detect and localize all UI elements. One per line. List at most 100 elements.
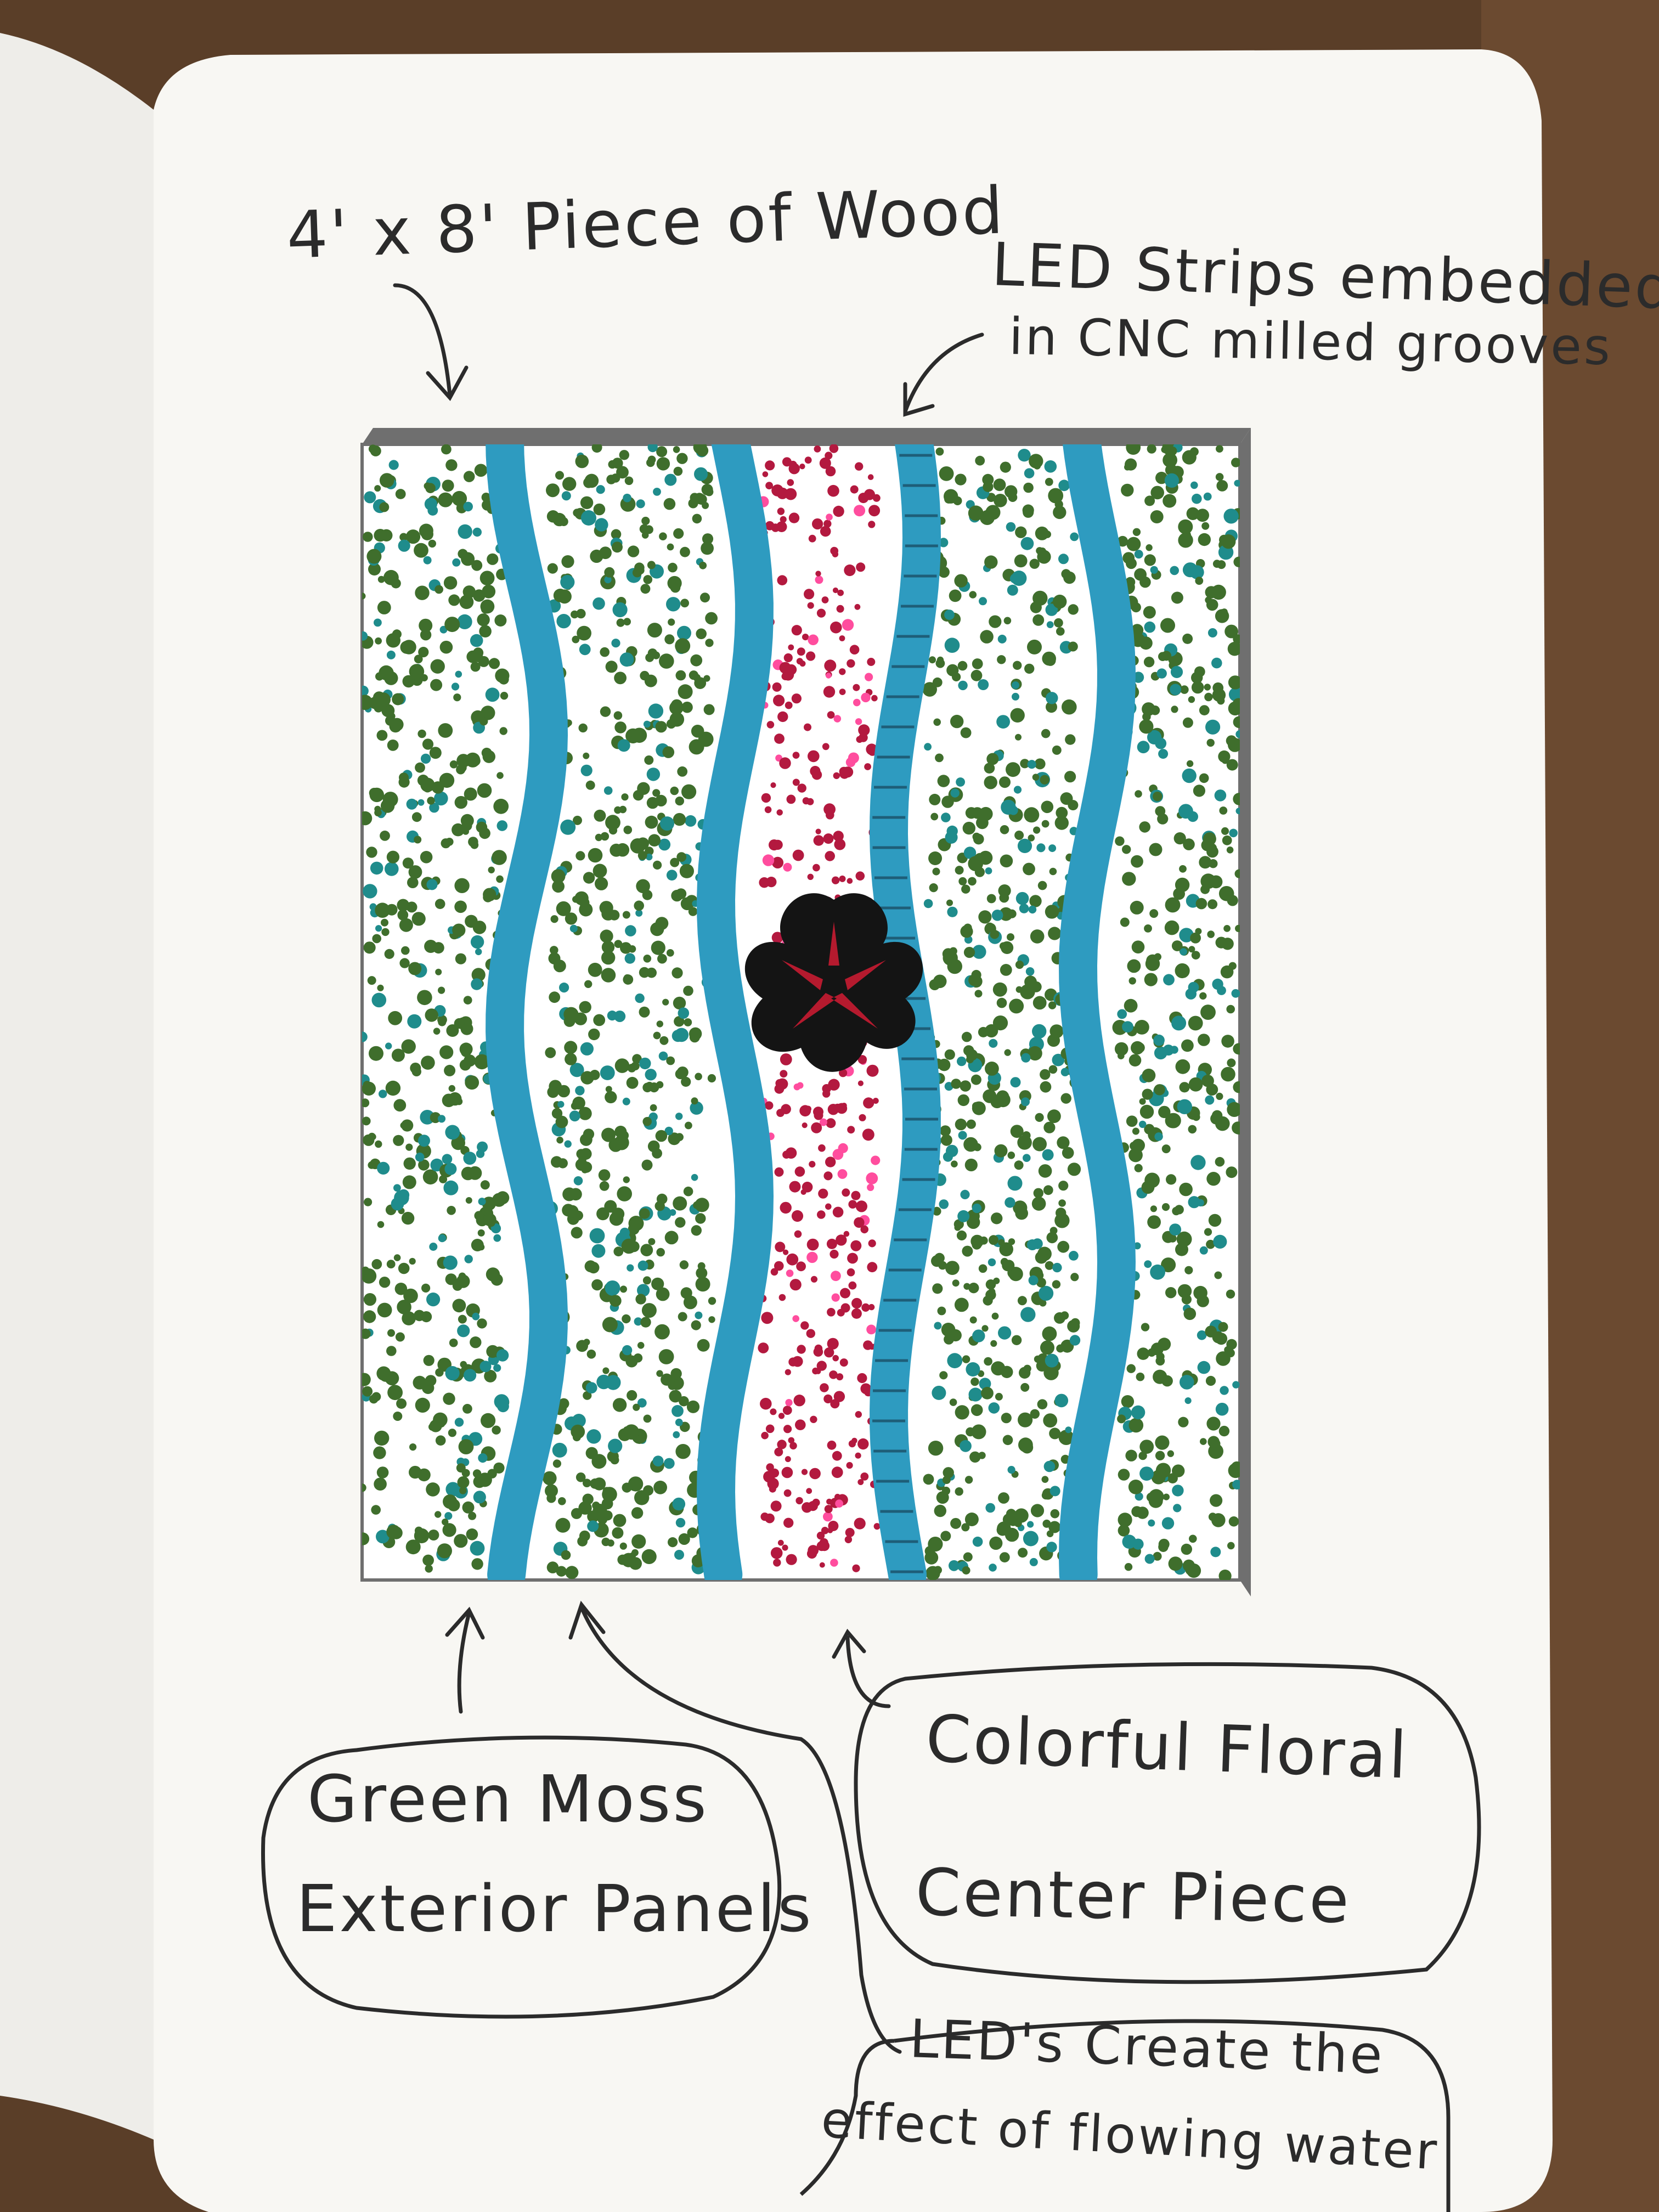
texture-dot: [553, 960, 566, 973]
texture-dot: [445, 838, 454, 846]
water-channel: [1058, 444, 1136, 1580]
texture-dot: [453, 693, 461, 702]
texture-dot: [592, 1504, 607, 1519]
texture-dot: [1048, 844, 1057, 853]
texture-dot: [826, 514, 833, 521]
texture-dot: [780, 1070, 788, 1078]
texture-dot: [827, 1338, 839, 1350]
texture-dot: [1142, 1088, 1153, 1100]
texture-dot: [676, 852, 687, 862]
texture-dot: [805, 590, 811, 596]
texture-dot: [677, 766, 688, 777]
texture-dot: [421, 1056, 435, 1070]
texture-dot: [819, 1541, 830, 1551]
texture-dot: [495, 668, 510, 683]
texture-dot: [1039, 1299, 1047, 1307]
texture-dot: [1223, 509, 1239, 524]
texture-dot: [1139, 576, 1151, 588]
texture-dot: [422, 1554, 434, 1566]
texture-dot: [458, 524, 472, 539]
texture-dot: [795, 1497, 803, 1505]
texture-dot: [778, 1413, 785, 1419]
texture-dot: [596, 1207, 610, 1221]
texture-dot: [1153, 1034, 1165, 1046]
texture-dot: [932, 1283, 943, 1294]
texture-dot: [656, 457, 670, 471]
texture-dot: [821, 596, 829, 603]
texture-dot: [1155, 471, 1168, 484]
texture-dot: [808, 634, 819, 646]
texture-dot: [614, 672, 627, 685]
texture-dot: [1175, 1059, 1190, 1074]
texture-dot: [861, 692, 871, 703]
texture-dot: [593, 503, 606, 516]
texture-dot: [472, 527, 482, 537]
texture-dot: [993, 1277, 1000, 1284]
texture-dot: [1131, 940, 1145, 953]
texture-dot: [678, 1007, 690, 1019]
texture-dot: [1173, 1504, 1182, 1513]
texture-dot: [1070, 532, 1079, 541]
texture-dot: [1048, 488, 1064, 504]
texture-dot: [1226, 1005, 1235, 1014]
texture-dot: [1156, 668, 1167, 679]
texture-dot: [954, 1297, 969, 1312]
texture-dot: [1114, 1042, 1128, 1056]
texture-dot: [1068, 641, 1078, 652]
texture-dot: [1228, 1516, 1239, 1527]
texture-dot: [1043, 1121, 1056, 1133]
texture-dot: [1058, 1430, 1074, 1446]
texture-dot: [1211, 1513, 1226, 1527]
texture-dot: [376, 1466, 389, 1479]
texture-dot: [481, 604, 490, 614]
texture-dot: [813, 1347, 823, 1357]
texture-dot: [1046, 621, 1054, 628]
texture-dot: [474, 1054, 490, 1070]
texture-dot: [545, 1047, 556, 1058]
texture-dot: [1039, 548, 1046, 555]
texture-dot: [637, 1260, 648, 1271]
texture-dot: [1186, 1563, 1201, 1578]
texture-dot: [806, 1488, 812, 1494]
texture-dot: [437, 1115, 446, 1123]
texture-dot: [933, 718, 941, 726]
texture-dot: [670, 1368, 682, 1380]
texture-dot: [633, 790, 644, 801]
texture-dot: [1144, 1260, 1152, 1268]
texture-dot: [998, 884, 1011, 898]
texture-dot: [849, 645, 860, 654]
texture-dot: [1199, 992, 1207, 1000]
texture-dot: [472, 1469, 482, 1478]
texture-dot: [1065, 734, 1076, 745]
texture-dot: [839, 668, 846, 675]
texture-dot: [1161, 1203, 1170, 1211]
texture-dot: [1206, 1239, 1215, 1249]
texture-dot: [575, 1086, 585, 1096]
texture-dot: [783, 1425, 792, 1434]
texture-dot: [788, 644, 794, 651]
texture-dot: [371, 1505, 381, 1515]
texture-dot: [962, 1566, 970, 1575]
texture-dot: [1232, 1480, 1240, 1489]
texture-dot: [602, 1487, 611, 1496]
texture-dot: [681, 1076, 691, 1087]
texture-dot: [955, 1405, 969, 1420]
texture-dot: [575, 1472, 586, 1482]
texture-dot: [928, 1441, 944, 1456]
texture-dot: [984, 555, 998, 569]
texture-dot: [1046, 1232, 1058, 1244]
texture-dot: [1008, 1238, 1015, 1245]
texture-dot: [762, 471, 769, 477]
texture-dot: [964, 1513, 979, 1526]
texture-dot: [418, 1159, 430, 1171]
texture-dot: [454, 1418, 464, 1427]
texture-dot: [989, 1235, 998, 1245]
texture-dot: [452, 923, 466, 937]
texture-dot: [375, 637, 382, 645]
texture-dot: [572, 896, 579, 903]
texture-dot: [429, 1243, 438, 1251]
texture-dot: [500, 692, 509, 700]
texture-dot: [435, 899, 445, 909]
texture-dot: [364, 491, 376, 504]
texture-dot: [765, 482, 773, 489]
